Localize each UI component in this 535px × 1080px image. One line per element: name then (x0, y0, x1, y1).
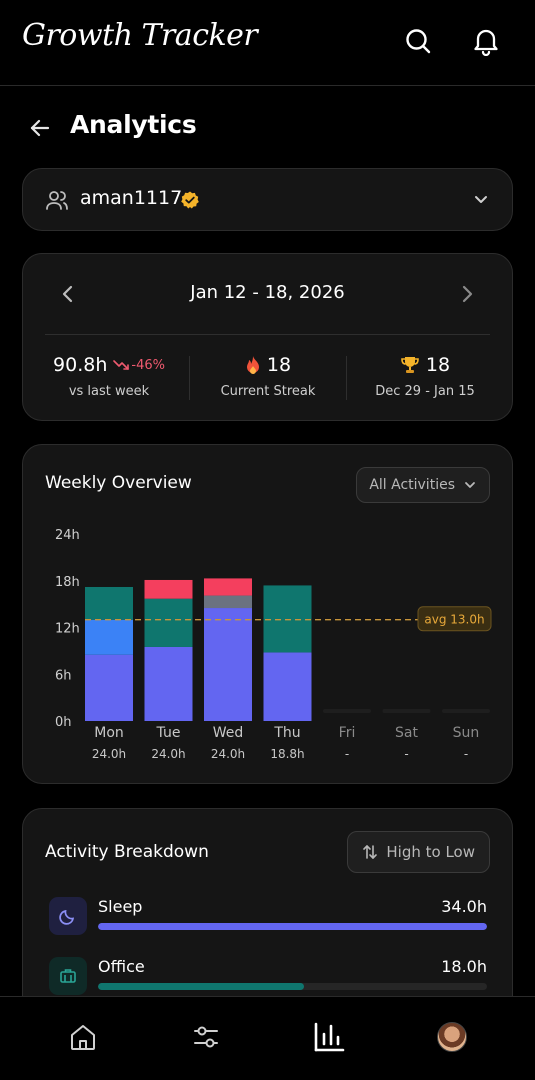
bar-segment (204, 595, 252, 609)
bar-segment (85, 619, 133, 655)
average-badge (417, 606, 492, 632)
user-selector[interactable]: aman1117 (22, 168, 513, 231)
top-bar: Growth Tracker (0, 0, 535, 86)
weekly-bar-chart: 24h 18h 12h 6h 0h Mon 24.0h Tue 24.0h Wed 24.0h Thu… (55, 528, 492, 761)
delta-badge: -46% (113, 358, 165, 373)
page-title: Analytics (70, 110, 197, 139)
profile-avatar[interactable] (432, 1017, 472, 1057)
y-tick-label: 18h (55, 575, 80, 590)
bar-segment (263, 652, 312, 721)
list-item[interactable]: Office 18.0h (49, 957, 487, 997)
week-summary-card: Jan 12 - 18, 2026 90.8h -46% vs last wee… (22, 253, 513, 421)
best-streak-caption: Dec 29 - Jan 15 (375, 384, 475, 399)
y-tick-label: 0h (55, 715, 72, 730)
x-tick-label: Sat (395, 725, 418, 741)
streak-value: 18 (266, 354, 292, 376)
app-title: Growth Tracker (22, 18, 258, 53)
chevron-down-icon (472, 190, 490, 212)
streak-caption: Current Streak (220, 384, 316, 399)
moon-icon (49, 897, 87, 935)
search-icon[interactable] (403, 26, 433, 56)
progress-fill (98, 983, 305, 990)
progress-fill (98, 923, 487, 930)
data-label: - (404, 747, 408, 761)
bar-segment (144, 579, 193, 599)
total-hours: 90.8h (53, 354, 108, 376)
bell-icon[interactable] (471, 26, 501, 56)
bar-chart-icon[interactable] (309, 1017, 349, 1057)
bar-segment (204, 578, 252, 596)
data-label: 24.0h (151, 747, 185, 761)
x-tick-label: Wed (213, 725, 244, 741)
divider (189, 356, 190, 400)
best-streak-value: 18 (425, 354, 451, 376)
average-label: avg 13.0h (424, 613, 484, 627)
total-caption: vs last week (68, 384, 150, 399)
trend-down-icon (113, 360, 130, 370)
chevron-left-icon[interactable] (57, 282, 79, 310)
bar-segment (85, 586, 133, 620)
sort-toggle-button[interactable]: High to Low (347, 831, 490, 873)
y-tick-label: 12h (55, 622, 80, 637)
trophy-icon (401, 357, 419, 373)
x-tick-label: Fri (339, 725, 356, 741)
streak-stat: 18 Current Streak (188, 354, 348, 399)
page-header: Analytics (0, 108, 535, 148)
data-label: 24.0h (92, 747, 126, 761)
empty-bar (382, 709, 431, 713)
activity-filter-dropdown[interactable]: All Activities (356, 467, 490, 503)
empty-bar (323, 709, 371, 713)
empty-bar (442, 709, 490, 713)
bar-segment (144, 598, 193, 647)
briefcase-icon (49, 957, 87, 995)
bar-segment (144, 646, 193, 721)
x-tick-label: Sun (453, 725, 480, 741)
best-streak-stat: 18 Dec 29 - Jan 15 (345, 354, 505, 399)
x-tick-label: Thu (273, 725, 300, 741)
breakdown-title: Activity Breakdown (45, 842, 209, 862)
data-label: 24.0h (211, 747, 245, 761)
x-tick-label: Tue (156, 725, 181, 741)
divider (346, 356, 347, 400)
progress-bar (98, 983, 487, 990)
fire-icon (246, 356, 259, 374)
list-item[interactable]: Sleep 34.0h (49, 897, 487, 937)
username: aman1117 (80, 187, 183, 209)
sort-label: High to Low (386, 843, 475, 861)
bar-segment (204, 608, 252, 721)
data-label: - (464, 747, 468, 761)
total-hours-stat: 90.8h -46% vs last week (29, 354, 189, 399)
bar-segment (85, 654, 133, 721)
progress-bar (98, 923, 487, 930)
x-tick-label: Mon (94, 725, 124, 741)
activity-name: Sleep (98, 897, 143, 916)
back-arrow-icon[interactable] (26, 114, 54, 142)
filter-label: All Activities (369, 477, 455, 493)
overview-title: Weekly Overview (45, 473, 192, 493)
data-label: 18.8h (270, 747, 304, 761)
week-range: Jan 12 - 18, 2026 (190, 282, 345, 303)
verified-badge-icon (181, 191, 199, 213)
weekly-overview-card: Weekly Overview All Activities 24h 18h 12h… (22, 444, 513, 784)
data-label: - (345, 747, 349, 761)
bar-segment (263, 585, 312, 653)
sliders-icon[interactable] (186, 1017, 226, 1057)
y-tick-label: 6h (55, 668, 72, 683)
activity-hours: 18.0h (441, 957, 487, 976)
avatar (437, 1022, 467, 1052)
chevron-down-icon (465, 482, 475, 488)
users-icon (45, 188, 69, 216)
home-icon[interactable] (63, 1017, 103, 1057)
delta-value: -46% (131, 357, 165, 373)
divider (45, 334, 490, 335)
chevron-right-icon[interactable] (456, 282, 478, 310)
y-tick-label: 24h (55, 528, 80, 543)
sort-arrows-icon (363, 845, 378, 859)
activity-name: Office (98, 957, 145, 976)
bottom-nav (0, 996, 535, 1080)
activity-hours: 34.0h (441, 897, 487, 916)
